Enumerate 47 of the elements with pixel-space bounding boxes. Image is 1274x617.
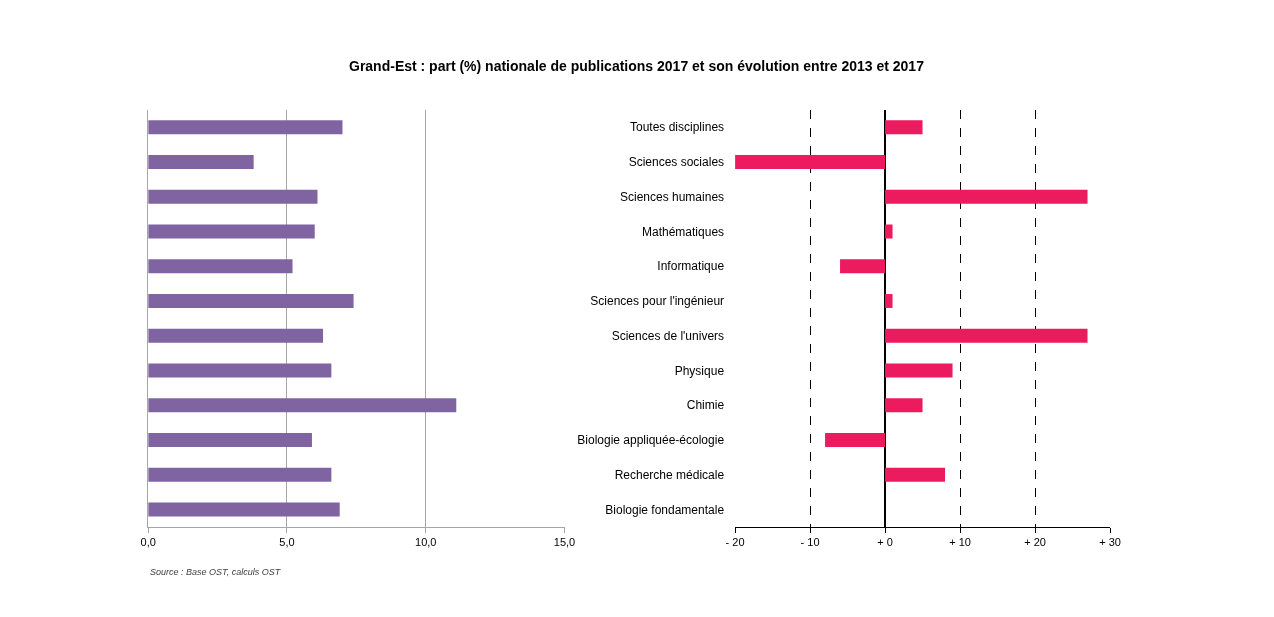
bar	[148, 328, 324, 343]
bar	[885, 363, 953, 378]
y-tick-label: Toutes disciplines	[630, 120, 725, 135]
bar	[885, 120, 923, 135]
y-tick-label: Sciences sociales	[628, 155, 725, 170]
text: Grand-Est : part (%) nationale de publications 2017 et son évolution entre 2013 et 2017	[349, 58, 925, 74]
bar	[148, 502, 340, 517]
x-tick-label: 0,0	[140, 536, 156, 549]
bar	[885, 398, 923, 413]
y-tick-label: Physique	[674, 363, 725, 378]
y-tick-label: Biologie appliquée-écologie	[577, 433, 725, 448]
bar	[148, 155, 254, 169]
y-tick-label: Chimie	[686, 398, 725, 413]
bar	[840, 259, 886, 274]
bar	[148, 398, 457, 413]
bar	[148, 294, 354, 308]
y-tick-label: Recherche médicale	[614, 467, 725, 482]
bar	[825, 433, 886, 447]
x-tick-label: 5,0	[279, 536, 295, 549]
x-tick-label: - 20	[725, 536, 745, 549]
x-tick-label: + 0	[877, 536, 893, 549]
y-tick-label: Informatique	[657, 259, 725, 274]
bar	[885, 189, 1088, 204]
x-tick-label: + 30	[1099, 536, 1121, 549]
x-tick-label: + 20	[1024, 536, 1046, 549]
y-tick-label: Sciences humaines	[620, 189, 725, 204]
bar	[148, 120, 343, 135]
bar	[148, 224, 315, 239]
x-tick-label: + 10	[949, 536, 971, 549]
bar	[885, 328, 1088, 343]
source-note: Source : Base OST, calculs OST	[150, 567, 282, 577]
y-tick-label: Biologie fondamentale	[605, 502, 725, 517]
bar	[735, 155, 886, 169]
bar	[148, 467, 332, 482]
bar	[148, 363, 332, 378]
x-tick-label: - 10	[800, 536, 820, 549]
x-tick-label: 15,0	[553, 536, 576, 549]
bar	[148, 189, 318, 204]
bar	[885, 467, 946, 482]
bar	[148, 433, 312, 447]
bar	[148, 259, 293, 274]
y-tick-label: Mathématiques	[642, 224, 725, 239]
bar	[885, 294, 893, 308]
x-tick-label: 10,0	[415, 536, 437, 549]
bar	[885, 224, 893, 239]
y-tick-label: Sciences pour l'ingénieur	[590, 294, 725, 309]
y-tick-label: Sciences de l'univers	[611, 328, 725, 343]
